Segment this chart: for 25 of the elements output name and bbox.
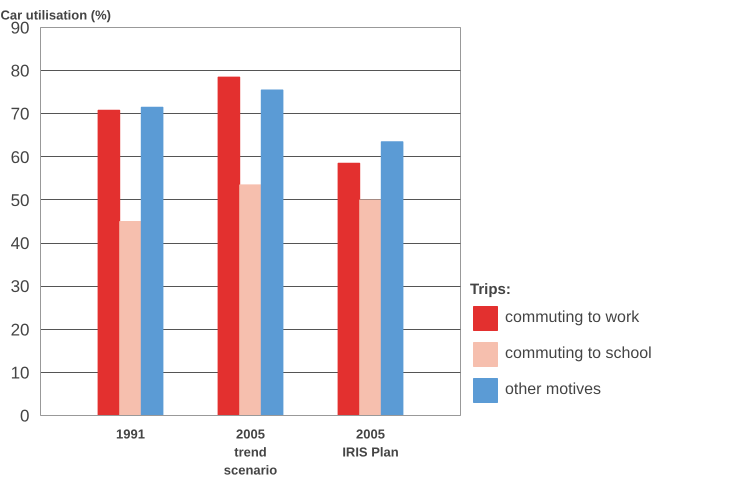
x-tick-label: 1991	[116, 426, 145, 442]
y-tick-label: 70	[10, 104, 30, 124]
legend-label: other motives	[505, 381, 602, 399]
y-tick-label: 0	[20, 406, 30, 426]
y-tick-label: 60	[10, 148, 30, 167]
legend-title: Trips:	[470, 281, 512, 298]
bar	[260, 90, 284, 416]
bar	[218, 76, 240, 416]
bar	[338, 162, 360, 416]
y-tick-label: 10	[10, 363, 30, 382]
y-tick-label: 20	[10, 320, 30, 340]
y-tick-label: 40	[10, 234, 30, 254]
bar	[98, 110, 120, 416]
x-tick-label: 2005 IRIS Plan	[342, 426, 399, 460]
x-tick-label: 2005 trend scenario	[224, 426, 278, 478]
y-tick-label: 30	[10, 277, 30, 296]
bar	[359, 199, 382, 416]
y-tick-label: 80	[10, 62, 30, 81]
bar	[239, 184, 262, 416]
y-tick-label: 50	[10, 190, 30, 210]
bar	[119, 221, 142, 416]
bar	[140, 106, 164, 416]
legend-label: commuting to school	[505, 345, 652, 363]
bar	[380, 141, 404, 416]
legend-label: commuting to work	[505, 309, 640, 327]
